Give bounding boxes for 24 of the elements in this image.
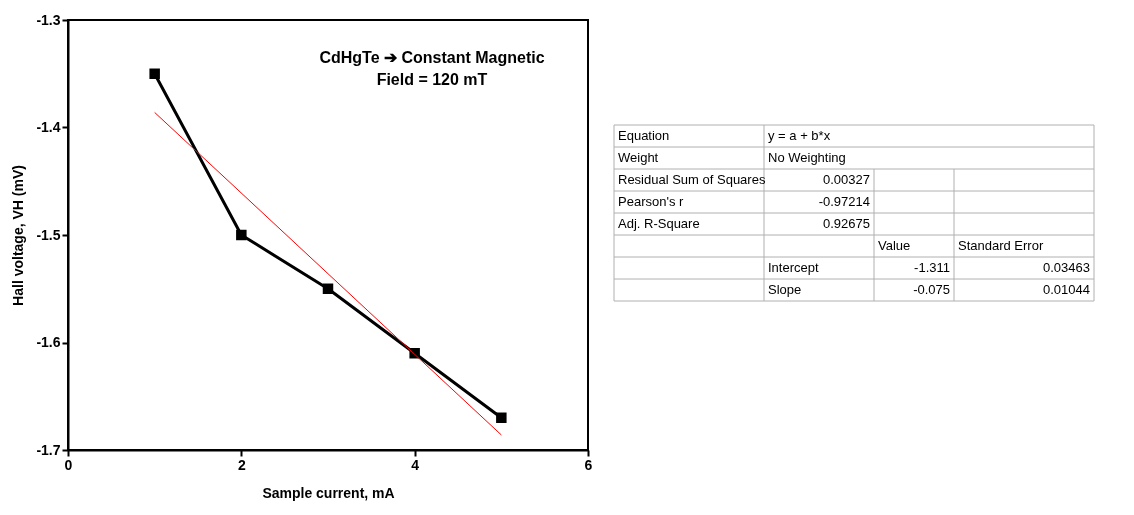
- text: Adj. R-Square 0.92675: [618, 216, 870, 231]
- y-tick-label: -1.4: [36, 119, 61, 135]
- point: [322, 283, 334, 294]
- text: Equation y = a + b*x: [618, 128, 831, 143]
- x-axis-title: Sample current, mA: [262, 484, 395, 501]
- y-tick-label: -1.7: [36, 441, 61, 458]
- x-tick-label: 2: [237, 456, 246, 473]
- point: [149, 68, 160, 79]
- text: Residual Sum of Squares 0.00327: [618, 172, 870, 187]
- y-tick-label: -1.5: [36, 226, 61, 243]
- y-tick-label: -1.6: [36, 334, 61, 350]
- x-tick-label: 6: [584, 456, 593, 473]
- text: Slope -0.075 0.01044: [768, 282, 1090, 297]
- y-axis-title: Hall voltage, VH (mV): [10, 165, 27, 306]
- x-tick-label: 4: [411, 456, 420, 473]
- text: Value Standard Error: [878, 238, 1044, 253]
- x-tick-label: 0: [64, 456, 73, 473]
- text: Pearson's r -0.97214: [618, 194, 870, 209]
- text: Weight No Weighting: [618, 150, 846, 165]
- text: Intercept -1.311 0.03463: [768, 260, 1090, 275]
- y-tick-label: -1.3: [36, 11, 61, 28]
- point: [496, 412, 507, 423]
- point: [236, 229, 247, 241]
- annotation: CdHgTe ➔ Constant Magnetic Field = 120 mT: [319, 49, 545, 89]
